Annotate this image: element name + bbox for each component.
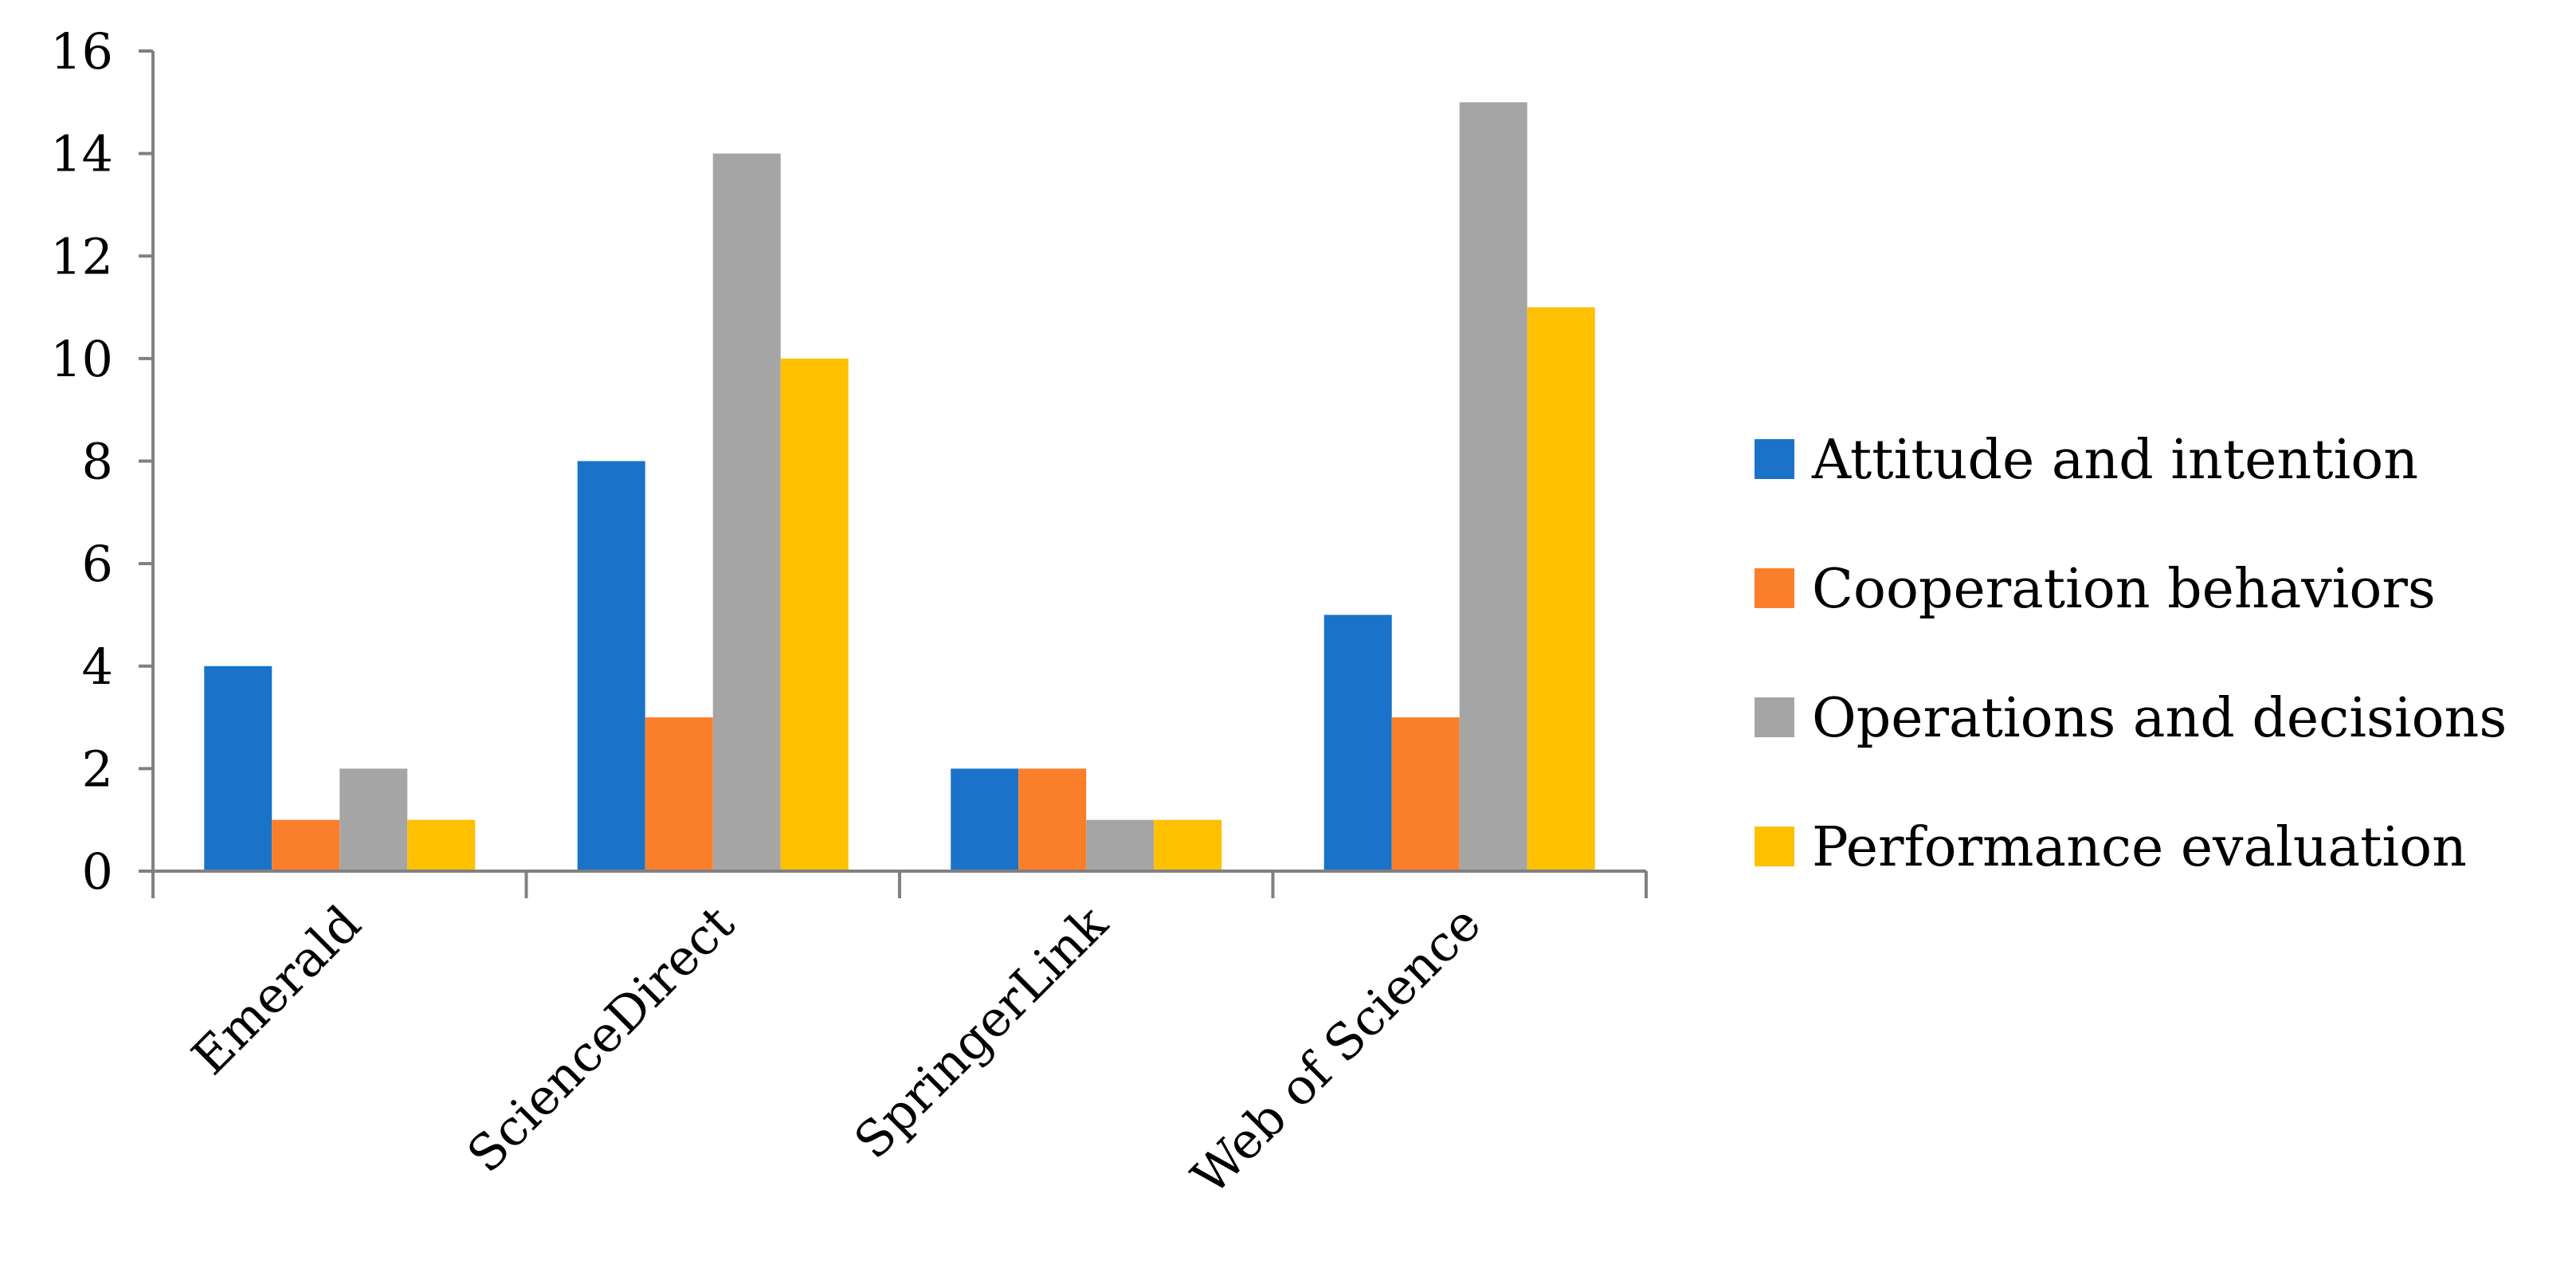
- bar-attitude-and-intention: [204, 666, 272, 871]
- legend-swatch: [1755, 568, 1794, 608]
- x-category-label: Emerald: [181, 894, 372, 1086]
- legend-label: Attitude and intention: [1811, 429, 2418, 492]
- legend-swatch: [1755, 697, 1794, 737]
- legend-label: Operations and decisions: [1812, 687, 2507, 750]
- bar-performance-evaluation: [780, 358, 849, 871]
- bar-operations-and-decisions: [712, 153, 781, 871]
- y-tick-label: 2: [82, 740, 113, 798]
- bar-performance-evaluation: [407, 819, 476, 871]
- bar-attitude-and-intention: [951, 768, 1019, 871]
- legend-label: Performance evaluation: [1812, 816, 2467, 879]
- y-tick-label: 4: [82, 638, 113, 696]
- bars-group: [204, 102, 1595, 871]
- x-category-label: Web of Science: [1180, 894, 1492, 1206]
- y-tick-label: 10: [50, 330, 113, 388]
- bar-cooperation-behaviors: [272, 819, 340, 871]
- bar-attitude-and-intention: [1323, 615, 1392, 871]
- x-category-label: SpringerLink: [843, 894, 1119, 1170]
- bar-cooperation-behaviors: [1391, 717, 1460, 871]
- y-tick-label: 6: [82, 535, 113, 593]
- bar-performance-evaluation: [1154, 819, 1222, 871]
- y-tick-label: 14: [50, 125, 113, 183]
- x-category-label: ScienceDirect: [456, 894, 745, 1184]
- y-axis-ticks: 0 2 4 6 8 10 12 14 16: [50, 22, 153, 901]
- bar-cooperation-behaviors: [645, 717, 713, 871]
- y-tick-label: 0: [82, 842, 113, 901]
- bar-operations-and-decisions: [1086, 819, 1155, 871]
- y-tick-label: 12: [50, 227, 113, 285]
- bar-operations-and-decisions: [1459, 102, 1527, 871]
- legend-swatch: [1755, 827, 1794, 866]
- bar-operations-and-decisions: [339, 768, 408, 871]
- legend-label: Cooperation behaviors: [1812, 558, 2436, 621]
- legend-swatch: [1755, 439, 1794, 479]
- bar-attitude-and-intention: [577, 461, 645, 871]
- bar-performance-evaluation: [1527, 307, 1595, 871]
- x-axis-ticks: Emerald ScienceDirect SpringerLink Web of S…: [151, 871, 1648, 1206]
- y-tick-label: 8: [82, 433, 113, 491]
- bar-cooperation-behaviors: [1018, 768, 1087, 871]
- legend: Attitude and intention Cooperation behavi…: [1755, 429, 2507, 879]
- y-tick-label: 16: [50, 22, 113, 80]
